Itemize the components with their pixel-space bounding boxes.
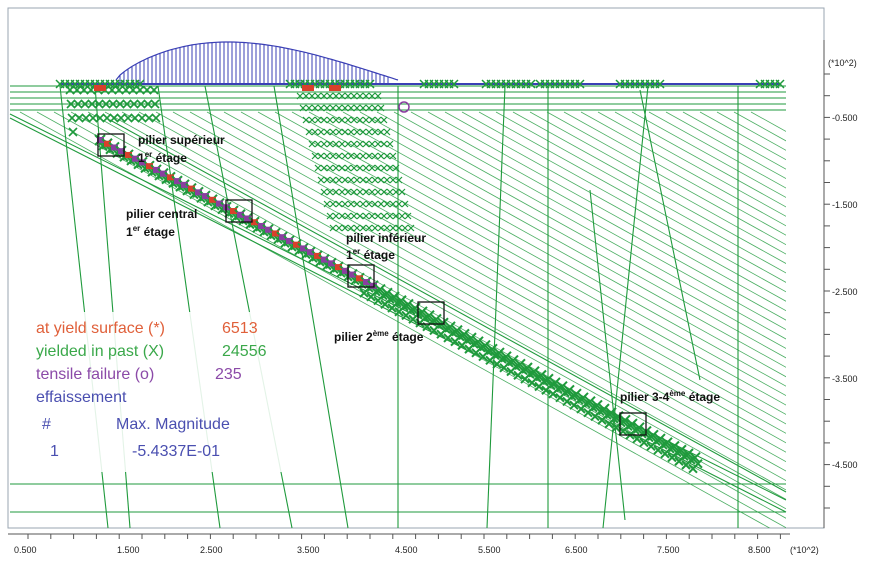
- x-tick-label: 5.500: [478, 545, 501, 555]
- y-tick-label: -2.500: [832, 287, 858, 297]
- x-tick-label: 0.500: [14, 545, 37, 555]
- x-axis-unit: (*10^2): [790, 545, 819, 555]
- legend-row-index: 1: [50, 443, 59, 460]
- label-pilier-superieur-1: pilier supérieur: [138, 133, 225, 147]
- label-pilier-central-1: pilier central: [126, 207, 197, 221]
- pillar-boxes: [97, 133, 647, 436]
- x-tick-label: 7.500: [657, 545, 680, 555]
- y-axis: (*10^2) -0.500 -1.500 -2.500 -3.500 -4.5…: [823, 40, 858, 528]
- legend-backdrop: [26, 312, 288, 472]
- seam-yield-markers: [94, 92, 703, 474]
- legend-tensile-value: 235: [215, 366, 242, 383]
- x-axis: 0.500 1.500 2.500 3.500 4.500 5.500 6.50…: [8, 533, 819, 555]
- x-tick-label: 1.500: [117, 545, 140, 555]
- label-pilier-inferieur-1: pilier inférieur: [346, 231, 426, 245]
- label-pilier-inferieur-2: 1er étage: [346, 247, 395, 262]
- legend-yield-value: 6513: [222, 320, 258, 337]
- legend-tensile-label: tensile failure (o): [36, 366, 154, 383]
- x-tick-label: 4.500: [395, 545, 418, 555]
- y-tick-label: -0.500: [832, 113, 858, 123]
- legend: at yield surface (*) 6513 yielded in pas…: [36, 320, 267, 460]
- y-tick-label: -4.500: [832, 460, 858, 470]
- label-pilier-3-4: pilier 3-4ème étage: [620, 389, 720, 404]
- label-pilier-2: pilier 2ème étage: [334, 329, 424, 344]
- legend-past-label: yielded in past (X): [36, 343, 164, 360]
- x-tick-label: 3.500: [297, 545, 320, 555]
- x-tick-label: 6.500: [565, 545, 588, 555]
- y-tick-label: -1.500: [832, 200, 858, 210]
- box-pilier-3-4: [619, 412, 647, 436]
- x-tick-label: 8.500: [748, 545, 771, 555]
- legend-row-value: -5.4337E-01: [132, 443, 220, 460]
- y-tick-label: -3.500: [832, 374, 858, 384]
- label-pilier-central-2: 1er étage: [126, 224, 175, 239]
- label-pilier-superieur-2: 1er étage: [138, 150, 187, 165]
- y-axis-unit: (*10^2): [828, 58, 857, 68]
- tensile-failure-marker: [398, 101, 410, 113]
- box-pilier-2: [417, 301, 445, 325]
- legend-past-value: 24556: [222, 343, 267, 360]
- box-pilier-superieur: [97, 133, 125, 157]
- surface-yield-markers: [55, 79, 785, 137]
- legend-hash: #: [42, 416, 51, 433]
- legend-effaissement: effaissement: [36, 389, 127, 406]
- box-pilier-central: [225, 199, 253, 223]
- legend-yield-label: at yield surface (*): [36, 320, 165, 337]
- box-pilier-inferieur: [347, 264, 375, 288]
- x-tick-label: 2.500: [200, 545, 223, 555]
- legend-max-magnitude: Max. Magnitude: [116, 416, 230, 433]
